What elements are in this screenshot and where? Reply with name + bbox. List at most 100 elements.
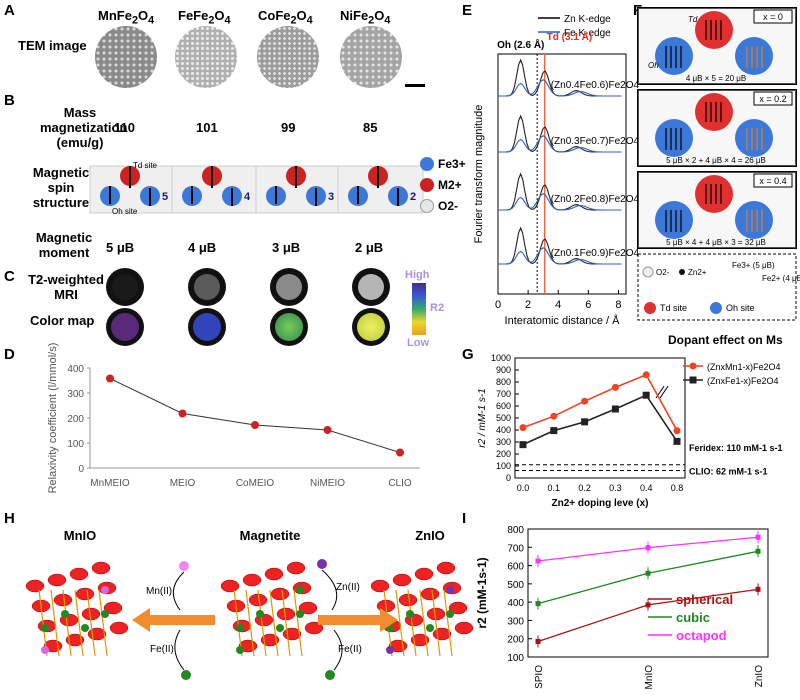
- data-point: [642, 371, 650, 379]
- y-tick-label: 0: [78, 464, 84, 475]
- y-tick-label: 300: [496, 437, 511, 447]
- fe-atom: [236, 624, 244, 632]
- axis-break: [659, 385, 669, 399]
- panel-label-c: C: [4, 268, 15, 285]
- legend-td-label: Td site: [660, 303, 687, 313]
- x-tick-label: CoMEIO: [236, 478, 275, 489]
- x-label-box: [753, 173, 793, 188]
- fe-trace: [497, 247, 622, 265]
- legend-label: (ZnxMn1-x)Fe2O4: [707, 362, 781, 372]
- fe-atom: [446, 610, 454, 618]
- data-point: [178, 409, 187, 418]
- fe-atom: [81, 624, 89, 632]
- oxygen-atom: [75, 587, 95, 601]
- legend-fe3-label: Fe3+: [438, 157, 466, 171]
- legend-o2-dot: [420, 199, 434, 213]
- bond: [431, 589, 441, 657]
- data-point: [396, 448, 404, 457]
- mass-value-mn: 110: [114, 120, 135, 135]
- x-value-label: x = 0.4: [759, 176, 786, 186]
- oxygen-atom: [370, 579, 390, 593]
- x-tick-label: 0.2: [578, 483, 591, 493]
- tem-row-label: TEM image: [18, 38, 87, 53]
- fe-atom: [256, 610, 264, 618]
- chart-e-ftmagnitude: 0 2 4 6 8 Interatomic distance / Å Fourier tra…: [473, 14, 640, 327]
- fe-ion-right: [325, 670, 335, 680]
- oxygen-atom: [420, 587, 440, 601]
- td-annotation: Td (3.1 Å): [547, 30, 593, 43]
- legend-label: (ZnxFe1-x)Fe2O4: [707, 376, 779, 386]
- x-tick-label: 0: [495, 299, 501, 311]
- y-tick-label: 800: [496, 377, 511, 387]
- legend-o-dot: [642, 266, 654, 278]
- legend-td-dot: [644, 302, 656, 314]
- dopant-atom: [236, 646, 244, 654]
- fe-atom: [426, 624, 434, 632]
- legend-m2-label: M2+: [438, 178, 462, 192]
- spin-number: 5: [162, 191, 168, 203]
- scale-low-label: Low: [407, 337, 429, 349]
- oh-label: Oh: [648, 61, 659, 70]
- y-tick-label: 300: [67, 389, 84, 400]
- chart-d-relaxivity: 0 100 200 300 400 MnMEIO MEIO CoMEIO NiMEIO CLIO R…: [47, 343, 420, 493]
- legend-o2-label: O2-: [438, 199, 459, 213]
- bond: [281, 589, 291, 657]
- panel-h-diagram: MnIO Magnetite ZnIO Mn(II) Fe(II) Zn(II) Fe(II…: [25, 528, 474, 680]
- y-tick-label: 1000: [491, 353, 511, 363]
- spin-structure-diagram: 5 4 3 2 Td site Oh site: [89, 161, 424, 216]
- td-cation: [695, 93, 733, 131]
- series-line: [522, 373, 678, 431]
- moment-co: 3 μB: [272, 240, 301, 255]
- x-tick-label: 0.4: [640, 483, 653, 493]
- y-tick-label: 400: [496, 425, 511, 435]
- legend-label: octapod: [676, 628, 727, 643]
- oxygen-atom: [248, 593, 268, 607]
- composition-label: (Zn0.4Fe0.6)Fe2O4: [551, 80, 640, 91]
- data-point: [550, 427, 558, 435]
- fe-ion-left: [181, 670, 191, 680]
- x-tick-label: 0.0: [517, 483, 530, 493]
- zn-in-label: Zn(II): [336, 582, 360, 593]
- oh-cation-right: [735, 119, 773, 157]
- oxygen-atom: [298, 601, 318, 615]
- composition-label: (Zn0.2Fe0.8)Fe2O4: [551, 194, 640, 205]
- x-tick-label: NiMEIO: [310, 478, 345, 489]
- legend-oh-label: Oh site: [726, 303, 755, 313]
- legend-zn-label: Zn2+: [688, 268, 707, 277]
- compound-fefe2o4: FeFe2O4: [178, 8, 231, 27]
- chart-g-r2-doping: 0 100 200 300 400 500 600 700 800 900 1000 0.0 0.1 0.…: [477, 353, 783, 509]
- color-map-ni: [352, 308, 390, 346]
- fe-atom: [101, 610, 109, 618]
- data-point: [323, 426, 332, 434]
- panel-label-d: D: [4, 346, 15, 363]
- legend-o-label: O2-: [656, 268, 670, 277]
- oh-cation-left: [655, 119, 693, 157]
- spin-number: 2: [410, 191, 416, 203]
- dopant-effect-diagram: x = 0 4 μB × 5 = 20 μB x = 0.2 5 μB × 2 + 4…: [637, 7, 800, 321]
- moment-label: Magnetic moment: [35, 230, 93, 260]
- y-tick-label: 400: [67, 364, 84, 375]
- y-tick-label: 300: [507, 616, 524, 627]
- tem-image-co: [257, 26, 319, 88]
- y-tick-label: 500: [507, 580, 524, 591]
- tem-image-fe: [175, 26, 237, 88]
- oxygen-atom: [69, 567, 89, 581]
- data-point: [550, 412, 558, 420]
- panel-label-h: H: [4, 510, 15, 527]
- bond: [86, 589, 96, 657]
- oh-cation-right: [735, 201, 773, 239]
- legend-fe3-label: Fe3+ (5 μB): [732, 261, 775, 270]
- legend-frame: [637, 253, 797, 321]
- panel-label-g: G: [462, 346, 474, 363]
- x-tick-label: 0.1: [548, 483, 561, 493]
- data-point: [673, 437, 681, 445]
- series-line: [109, 378, 401, 453]
- mri-image-ni: [352, 268, 390, 306]
- oxygen-atom: [260, 633, 280, 647]
- oxygen-atom: [264, 567, 284, 581]
- fe-out-arrow: [174, 629, 185, 671]
- oh-cation-left: [655, 37, 693, 75]
- fe-trace: [497, 79, 622, 97]
- fe-atom: [296, 610, 304, 618]
- legend-fe-label: Fe K-edge: [564, 28, 611, 39]
